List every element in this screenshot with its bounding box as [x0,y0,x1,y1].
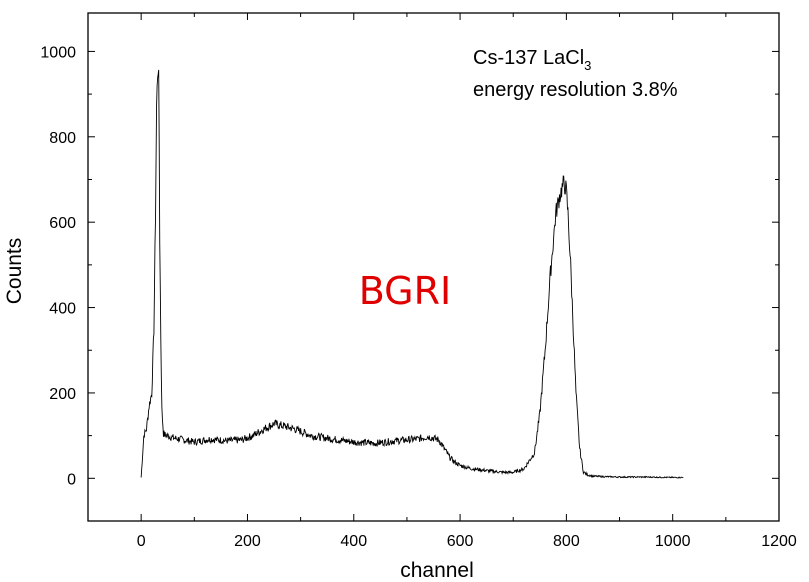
plot-frame [87,12,780,522]
annotation-source: Cs-137 LaCl3 [473,47,591,73]
y-tick-label: 800 [49,130,76,147]
y-tick-label: 1000 [40,44,76,61]
y-tick-label: 600 [49,215,76,232]
watermark-text: BGRI [359,269,451,313]
x-axis-label: channel [400,559,474,582]
y-tick-label: 0 [67,471,76,488]
x-tick-label: 600 [447,533,474,550]
plot-area [140,69,684,479]
x-tick-label: 1200 [761,533,797,550]
annotation-source-main: Cs-137 LaCl [473,47,584,69]
y-tick-label: 400 [49,301,76,318]
tick-labels: 0 200 400 600 800 1000 1200 0 200 400 600 800 1000 [40,44,796,550]
x-tick-label: 800 [553,533,580,550]
x-tick-label: 400 [340,533,367,550]
spectrum-series-line [140,69,684,479]
y-axis-label: Counts [3,238,26,305]
x-tick-label: 1000 [655,533,691,550]
annotation-resolution: energy resolution 3.8% [473,79,678,101]
x-tick-label: 200 [234,533,261,550]
axis-ticks [87,13,780,522]
annotation-source-subscript: 3 [584,58,591,73]
x-tick-label: 0 [137,533,146,550]
y-tick-label: 200 [49,386,76,403]
